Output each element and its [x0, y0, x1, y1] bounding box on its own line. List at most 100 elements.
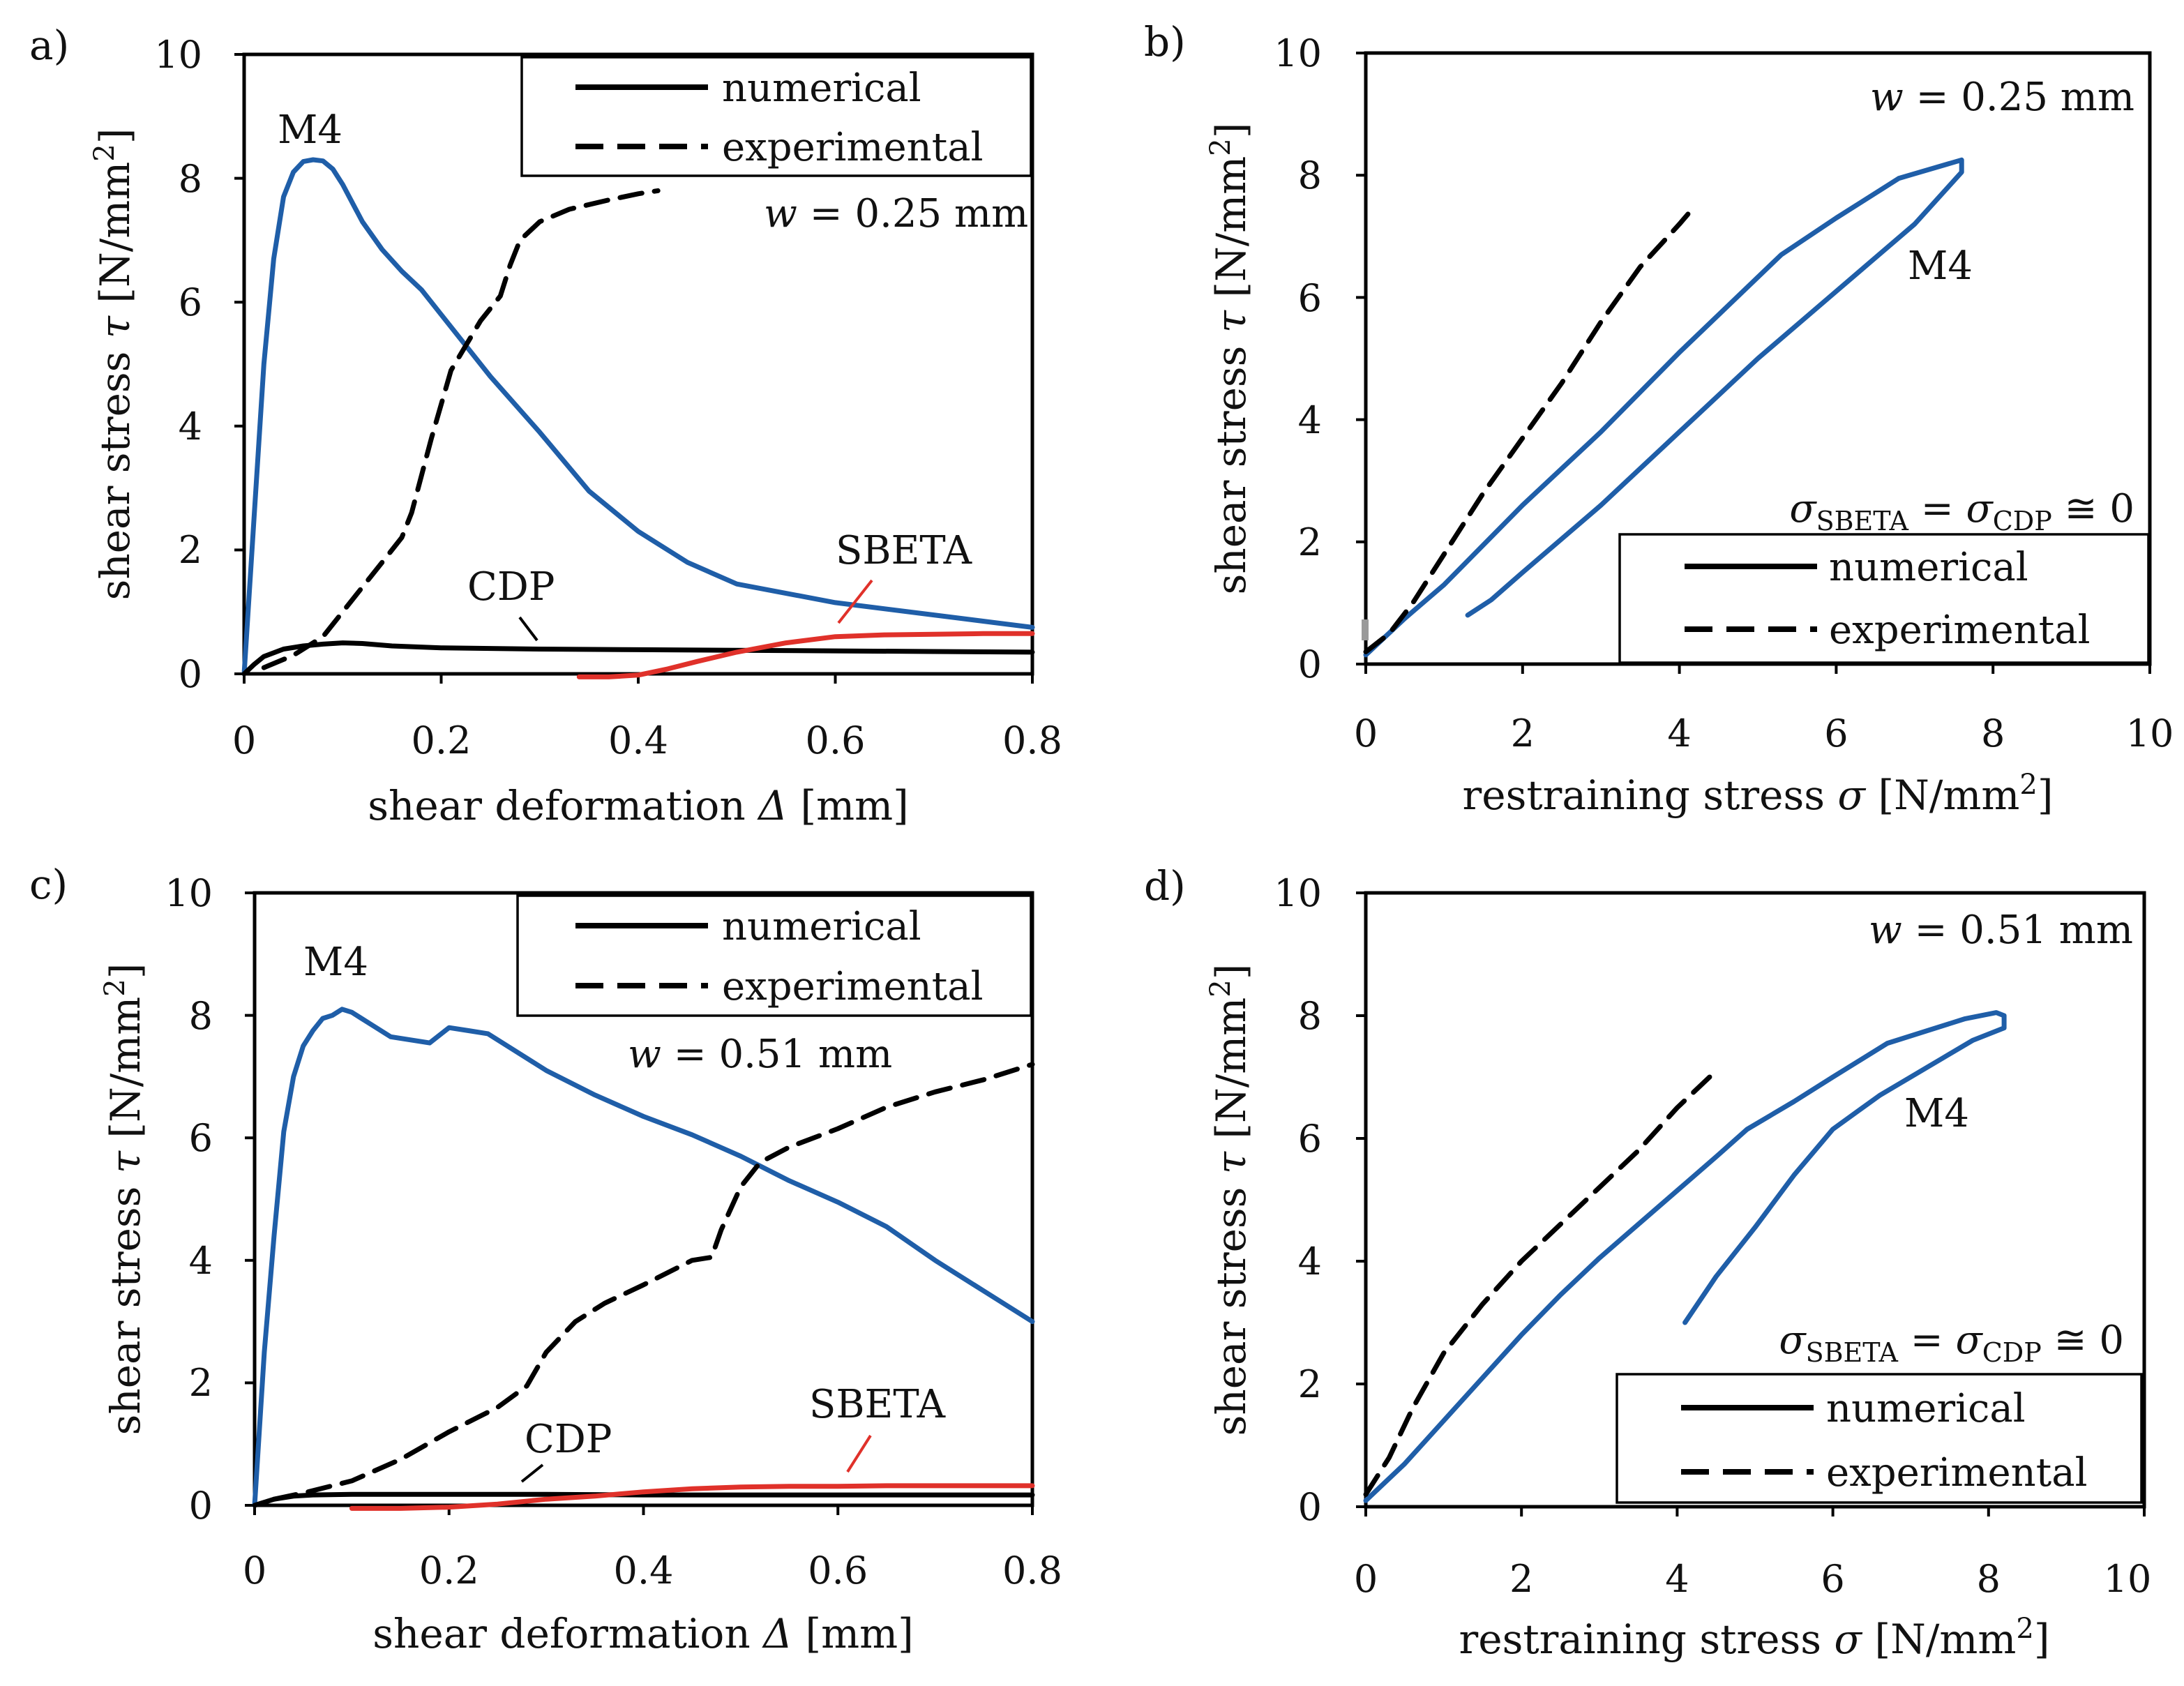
y-tick-label: 6	[189, 1116, 213, 1160]
y-tick-label: 4	[179, 405, 202, 449]
cdp-leader-c	[520, 1463, 544, 1483]
w-annotation-c: w = 0.51 mm	[628, 1032, 892, 1077]
series-experimental	[1363, 1068, 1719, 1497]
y-tick-label: 8	[1298, 153, 1322, 197]
x-tick-label: 0.8	[1002, 1549, 1062, 1593]
x-tick-label: 4	[1665, 1557, 1689, 1601]
x-tick-label: 0.6	[808, 1549, 868, 1593]
x-axis-title-c: shear deformation Δ [mm]	[372, 1610, 914, 1657]
series-layer-a	[241, 157, 1035, 679]
w-annotation-a: w = 0.25 mm	[764, 191, 1028, 236]
series-cdp-numerical	[241, 640, 1035, 677]
series-cdp-numerical	[252, 1491, 1035, 1508]
x-tick-label: 0	[243, 1549, 266, 1593]
y-tick-label: 4	[189, 1239, 213, 1283]
x-tick-label: 0	[232, 718, 256, 762]
legend-d: numerical experimental	[1616, 1373, 2143, 1504]
sbeta-label-c: SBETA	[809, 1382, 946, 1427]
cdp-label-c: CDP	[525, 1417, 612, 1462]
w-annotation-d: w = 0.51 mm	[1869, 908, 2133, 953]
x-tick-label: 0	[1354, 1557, 1378, 1601]
x-tick-label: 8	[1977, 1557, 2001, 1601]
x-tick-label: 6	[1824, 712, 1848, 755]
legend-label-numerical: numerical	[1829, 545, 2028, 590]
ticks-d	[1356, 891, 2146, 1516]
legend-label-experimental: experimental	[1826, 1450, 2088, 1496]
y-tick-labels-b: 0 2 4 6 8 10	[1274, 31, 1322, 686]
series-layer-b	[1363, 157, 1964, 658]
y-axis-title-c: shear stress τ [N/mm2]	[99, 963, 149, 1436]
x-tick-label: 0.2	[412, 718, 472, 762]
series-experimental	[1363, 203, 1698, 654]
y-axis-title-a: shear stress τ [N/mm2]	[89, 128, 139, 601]
legend-box-d	[1616, 1373, 2143, 1504]
series-m4-numerical	[241, 157, 1035, 677]
series-experimental	[271, 1062, 1035, 1502]
x-tick-label: 0.4	[614, 1549, 674, 1593]
x-tick-label: 2	[1511, 712, 1535, 755]
y-tick-label: 0	[1298, 642, 1322, 686]
legend-label-numerical: numerical	[722, 66, 921, 111]
x-tick-label: 10	[2104, 1557, 2152, 1601]
y-tick-label: 10	[1274, 871, 1322, 915]
panel-a: a) 0 0.2 0.4 0.6 0.8 0 2 4 6 8 10 shear …	[29, 22, 1062, 829]
m4-label-c: M4	[303, 940, 368, 985]
y-axis-title-d: shear stress τ [N/mm2]	[1205, 964, 1255, 1436]
y-tick-label: 10	[154, 33, 202, 77]
x-tick-labels-a: 0 0.2 0.4 0.6 0.8	[232, 718, 1062, 762]
y-tick-labels-a: 0 2 4 6 8 10	[154, 33, 202, 696]
series-sbeta-numerical	[576, 631, 1035, 679]
y-tick-labels-c: 0 2 4 6 8 10	[165, 871, 213, 1528]
legend-label-numerical: numerical	[1826, 1386, 2026, 1431]
panel-d: d) 0 2 4 6 8 10 0 2 4 6 8 10 restraining…	[1144, 862, 2151, 1663]
series-sbeta-numerical	[349, 1483, 1035, 1511]
x-tick-label: 8	[1981, 712, 2005, 755]
sigma-annotation-d: σSBETA = σCDP ≅ 0	[1779, 1318, 2124, 1368]
x-tick-label: 0.6	[806, 718, 866, 762]
series-m4-numerical	[252, 1007, 1035, 1508]
y-tick-label: 4	[1298, 1240, 1322, 1284]
panel-label-b: b)	[1144, 18, 1186, 66]
y-tick-label: 2	[1298, 520, 1322, 564]
m4-label-a: M4	[278, 107, 342, 153]
panel-label-c: c)	[29, 861, 68, 908]
panel-label-a: a)	[29, 22, 69, 69]
panel-c: c) 0 0.2 0.4 0.6 0.8 0 2 4 6 8 10 shear …	[29, 861, 1062, 1657]
x-axis-title-a: shear deformation Δ [mm]	[368, 782, 909, 829]
y-tick-label: 0	[189, 1484, 213, 1528]
m4-label-d: M4	[1904, 1091, 1969, 1136]
x-tick-label: 4	[1667, 712, 1691, 755]
x-tick-label: 2	[1509, 1557, 1533, 1601]
sbeta-label-a: SBETA	[836, 528, 972, 573]
ticks-b	[1356, 52, 2151, 674]
x-tick-label: 0.4	[608, 718, 668, 762]
y-tick-label: 8	[1298, 994, 1322, 1038]
legend-label-experimental: experimental	[1829, 608, 2091, 653]
series-layer-d	[1363, 1010, 2007, 1503]
y-tick-label: 6	[1298, 1117, 1322, 1161]
cdp-leader-a	[518, 616, 539, 642]
y-tick-label: 10	[1274, 31, 1322, 75]
sbeta-leader-c	[846, 1434, 872, 1473]
y-tick-label: 6	[179, 280, 202, 324]
y-tick-label: 2	[1298, 1362, 1322, 1406]
y-tick-label: 8	[179, 157, 202, 201]
ticks-c	[245, 891, 1034, 1515]
cdp-label-a: CDP	[467, 564, 555, 610]
series-m4-numerical	[1363, 157, 1964, 658]
w-annotation-b: w = 0.25 mm	[1870, 75, 2134, 120]
legend-box-b	[1618, 533, 2150, 664]
y-tick-label: 0	[1298, 1485, 1322, 1529]
x-tick-label: 0.2	[419, 1549, 479, 1593]
y-axis-title-b: shear stress τ [N/mm2]	[1205, 123, 1255, 595]
series-m4-numerical	[1363, 1010, 2007, 1503]
legend-label-numerical: numerical	[722, 904, 921, 949]
y-tick-label: 10	[165, 871, 213, 915]
x-tick-labels-b: 0 2 4 6 8 10	[1354, 712, 2174, 755]
legend-label-experimental: experimental	[722, 125, 984, 170]
m4-label-b: M4	[1908, 243, 1973, 289]
legend-box-c	[516, 894, 1032, 1017]
series-layer-c	[252, 1007, 1035, 1511]
panel-label-d: d)	[1144, 862, 1186, 910]
x-tick-labels-c: 0 0.2 0.4 0.6 0.8	[243, 1549, 1062, 1593]
